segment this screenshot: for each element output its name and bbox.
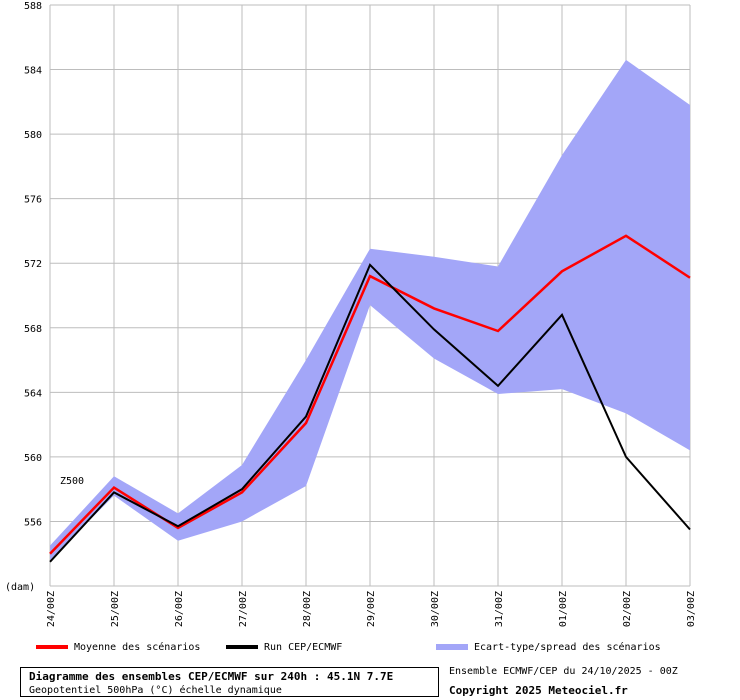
info-subtitle: Geopotentiel 500hPa (°C) échelle dynamiq…	[29, 685, 282, 696]
copyright-label: Copyright 2025 Meteociel.fr	[449, 684, 628, 697]
x-tick-label: 24/00Z	[46, 591, 57, 627]
y-axis-ticks: 556 560 564 568 572 576 580 584 588	[24, 1, 42, 528]
x-tick-label: 31/00Z	[494, 591, 505, 627]
x-tick-label: 26/00Z	[174, 591, 185, 627]
x-tick-label: 03/00Z	[686, 591, 697, 627]
legend-mean-label: Moyenne des scénarios	[74, 641, 201, 653]
x-tick-label: 01/00Z	[558, 591, 569, 627]
x-tick-label: 02/00Z	[622, 591, 633, 627]
info-box: Diagramme des ensembles CEP/ECMWF sur 24…	[20, 667, 439, 697]
x-axis-ticks: 24/00Z 25/00Z 26/00Z 27/00Z 28/00Z 29/00Z 30/0…	[46, 591, 697, 627]
unit-label: (dam)	[5, 582, 35, 593]
y-tick-label: 564	[24, 388, 42, 399]
y-tick-label: 556	[24, 517, 42, 528]
legend-spread-label: Ecart-type/spread des scénarios	[474, 641, 661, 653]
legend-mean: Moyenne des scénarios	[36, 639, 200, 655]
legend-run-label: Run CEP/ECMWF	[264, 641, 343, 653]
legend-spread: Ecart-type/spread des scénarios	[436, 639, 661, 655]
y-tick-label: 576	[24, 195, 42, 206]
variable-label: Z500	[60, 476, 84, 487]
x-tick-label: 28/00Z	[302, 591, 313, 627]
x-tick-label: 29/00Z	[366, 591, 377, 627]
spread-band	[50, 59, 690, 561]
legend-run-swatch	[226, 645, 258, 649]
info-title: Diagramme des ensembles CEP/ECMWF sur 24…	[29, 670, 394, 683]
legend-spread-swatch	[436, 644, 468, 650]
y-tick-label: 560	[24, 453, 42, 464]
y-tick-label: 580	[24, 130, 42, 141]
run-series-line	[49, 263, 691, 563]
y-tick-label: 572	[24, 259, 42, 270]
legend-run: Run CEP/ECMWF	[226, 639, 342, 655]
y-tick-label: 584	[24, 66, 42, 77]
ensemble-run-label: Ensemble ECMWF/CEP du 24/10/2025 - 00Z	[449, 666, 678, 677]
x-tick-label: 30/00Z	[430, 591, 441, 627]
series-lines	[49, 234, 691, 563]
y-tick-label: 568	[24, 324, 42, 335]
y-tick-label: 588	[24, 1, 42, 12]
x-tick-label: 25/00Z	[110, 591, 121, 627]
x-tick-label: 27/00Z	[238, 591, 249, 627]
ensemble-chart: 556 560 564 568 572 576 580 584 588 24/00Z 25/00Z…	[5, 1, 697, 627]
legend-mean-swatch	[36, 645, 68, 649]
